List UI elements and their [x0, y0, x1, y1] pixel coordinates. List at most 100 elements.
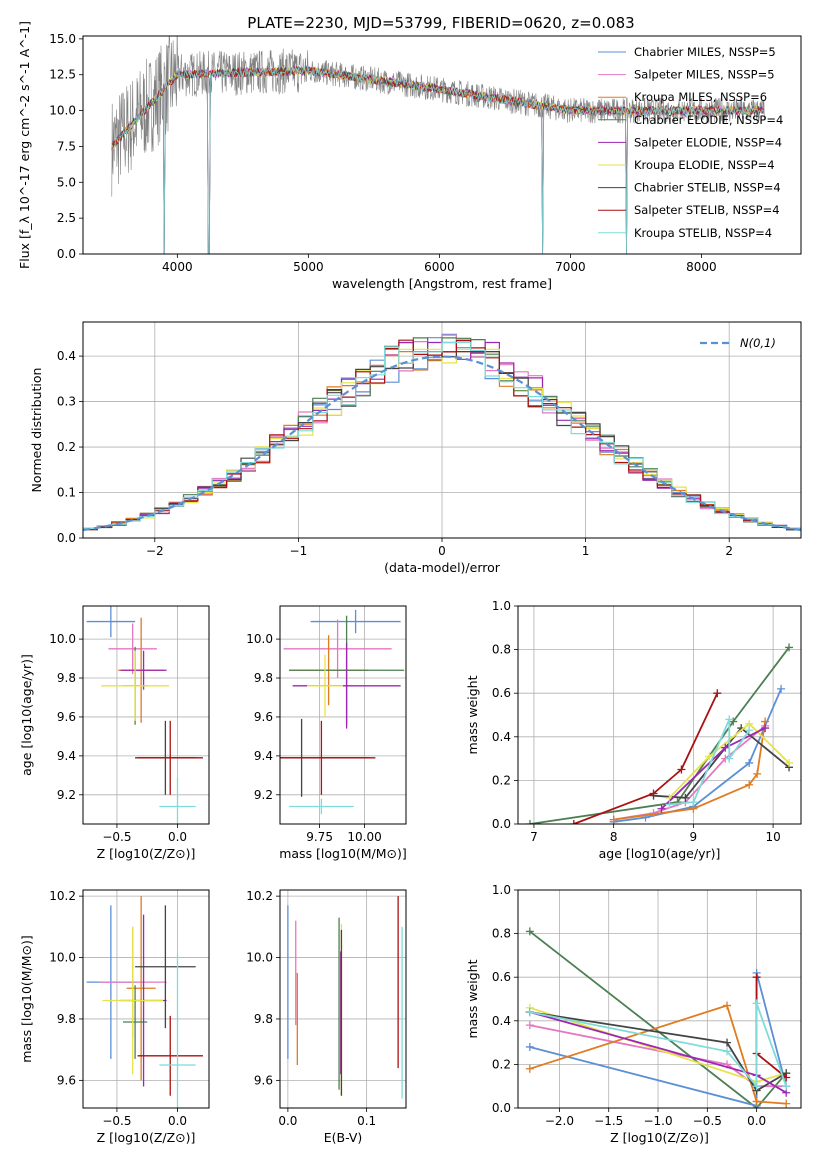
y-tick-label: 9.2: [254, 788, 273, 802]
y-tick-label: 10.2: [246, 889, 273, 903]
x-axis-label: age [log10(age/yr)]: [599, 846, 721, 861]
panel-mass_vs_ebv: 0.0 0.1 9.6 9.8 10.0 10.2 E(B-V): [246, 889, 407, 1145]
legend-label: Kroupa STELIB, NSSP=4: [634, 226, 772, 240]
y-tick-label: 1.0: [492, 599, 511, 613]
model-spectrum-8: [111, 65, 764, 254]
legend-label: Chabrier MILES, NSSP=5: [634, 45, 776, 59]
y-tick-label: 0.6: [492, 970, 511, 984]
y-tick-label: 0.2: [57, 440, 76, 454]
plot-area: [111, 36, 765, 254]
series-marker: [689, 798, 698, 807]
y-tick-label: 0.0: [57, 531, 76, 545]
x-tick-label: 0.1: [357, 1114, 376, 1128]
histogram-5: [83, 348, 801, 531]
figure-title: PLATE=2230, MJD=53799, FIBERID=0620, z=0…: [247, 14, 634, 32]
series-marker: [753, 769, 762, 778]
series-marker: [752, 1097, 761, 1106]
plot-area: [83, 333, 801, 532]
series-marker: [725, 754, 734, 763]
series-marker: [752, 1082, 761, 1091]
series-marker: [782, 1099, 791, 1108]
y-tick-label: 12.5: [49, 68, 76, 82]
plot-area: [86, 896, 203, 1108]
series-marker: [525, 1008, 534, 1017]
x-tick-label: 1: [582, 544, 590, 558]
y-axis-label: mass weight: [465, 959, 480, 1038]
y-tick-label: 1.0: [492, 883, 511, 897]
x-tick-label: −1: [290, 544, 308, 558]
legend-label: N(0,1): [740, 336, 776, 350]
x-axis-label: Z [log10(Z/Z⊙)]: [97, 846, 196, 861]
y-tick-label: 9.4: [254, 749, 273, 763]
x-tick-label: −1.0: [643, 1114, 672, 1128]
plot-area: [287, 896, 403, 1099]
x-tick-label: 0.0: [747, 1114, 766, 1128]
y-tick-label: 10.0: [49, 951, 76, 965]
series-line: [529, 1004, 787, 1105]
x-axis-label: Z [log10(Z/Z⊙)]: [97, 1130, 196, 1145]
legend-label: Kroupa MILES, NSSP=6: [634, 90, 767, 104]
x-tick-label: 10: [765, 830, 780, 844]
series-marker: [649, 791, 658, 800]
y-tick-label: 15.0: [49, 32, 76, 46]
y-tick-label: 10.0: [246, 632, 273, 646]
y-axis-label: mass [log10(M/M⊙)]: [19, 935, 34, 1063]
series-marker: [525, 1021, 534, 1030]
series-marker: [785, 643, 794, 652]
histogram-8: [83, 341, 801, 529]
plot-area: [280, 609, 405, 815]
series-marker: [785, 758, 794, 767]
axes-frame: [82, 35, 802, 255]
y-tick-label: 2.5: [57, 211, 76, 225]
legend: Chabrier MILES, NSSP=5 Salpeter MILES, NS…: [598, 45, 783, 240]
x-tick-label: 0.0: [168, 830, 187, 844]
x-tick-label: 0: [438, 544, 446, 558]
x-tick-label: 2: [725, 544, 733, 558]
y-tick-label: 9.4: [57, 749, 76, 763]
legend-label: Chabrier STELIB, NSSP=4: [634, 181, 781, 195]
series-marker: [713, 689, 722, 698]
panel-mass_vs_Z: −0.5 0.0 9.6 9.8 10.0 10.2 Z [log10(Z/Z⊙)] mass…: [19, 889, 210, 1145]
x-tick-label: 4000: [162, 260, 193, 274]
axes-frame: [517, 605, 802, 825]
legend-label: Salpeter ELODIE, NSSP=4: [634, 135, 782, 149]
series-marker: [752, 973, 761, 982]
series-marker: [761, 724, 770, 733]
series-marker: [569, 820, 578, 824]
model-spectrum-7: [111, 65, 765, 151]
series-marker: [723, 1038, 732, 1047]
y-axis-label: Flux [f_λ 10^-17 erg cm^-2 s^-1 A^-1]: [17, 21, 32, 269]
x-axis-label: wavelength [Angstrom, rest frame]: [332, 276, 552, 291]
x-tick-label: −1.5: [594, 1114, 623, 1128]
x-tick-label: −2.0: [545, 1114, 574, 1128]
y-tick-label: 9.8: [57, 1012, 76, 1026]
axes-frame: [82, 321, 802, 539]
y-tick-label: 9.6: [57, 710, 76, 724]
x-axis-label: mass [log10(M/M⊙)]: [279, 846, 407, 861]
y-tick-label: 9.8: [254, 671, 273, 685]
x-tick-label: 0.0: [278, 1114, 297, 1128]
y-tick-label: 7.5: [57, 139, 76, 153]
y-tick-label: 10.2: [49, 889, 76, 903]
y-tick-label: 0.4: [57, 349, 76, 363]
series-line: [573, 692, 719, 824]
x-tick-label: 8: [610, 830, 618, 844]
y-tick-label: 0.4: [492, 730, 511, 744]
series-marker: [609, 815, 618, 824]
series-marker: [725, 715, 734, 724]
x-tick-label: −0.5: [102, 830, 131, 844]
histogram-7: [83, 339, 801, 531]
panel-spectrum: 4000 5000 6000 7000 8000 0.0 2.5 5.0 7.5 10.0 12.5…: [17, 21, 802, 291]
plot-area: [525, 927, 791, 1108]
y-tick-label: 5.0: [57, 175, 76, 189]
series-marker: [745, 780, 754, 789]
x-axis-label: E(B-V): [324, 1130, 363, 1145]
y-axis-label: age [log10(age/yr)]: [19, 654, 34, 776]
y-tick-label: 0.8: [492, 927, 511, 941]
series-marker: [745, 758, 754, 767]
x-tick-label: −0.5: [693, 1114, 722, 1128]
y-tick-label: 0.1: [57, 486, 76, 500]
x-tick-label: 7000: [555, 260, 586, 274]
panel-age_vs_Z: −0.5 0.0 9.2 9.4 9.6 9.8 10.0 Z [log10(Z/Z⊙)] ag…: [19, 605, 210, 861]
